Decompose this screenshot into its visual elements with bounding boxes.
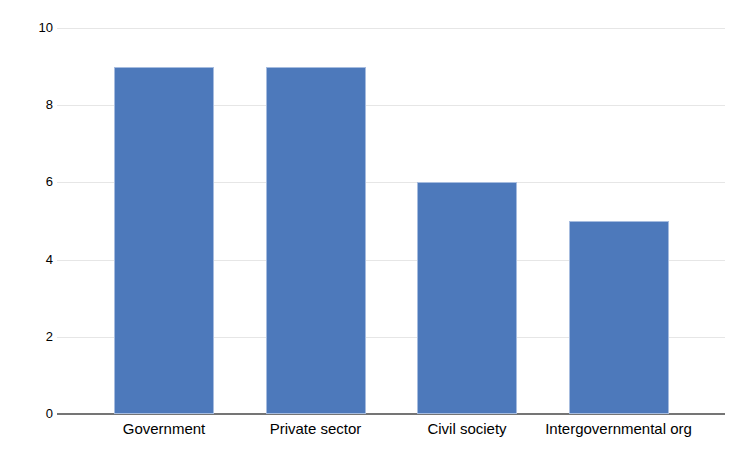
bar-intergovernmental-org bbox=[569, 221, 669, 414]
y-tick-label-2: 2 bbox=[0, 328, 53, 346]
bar-private-sector bbox=[266, 67, 366, 414]
x-category-label-government: Government bbox=[79, 419, 249, 439]
y-tick-label-8: 8 bbox=[0, 96, 53, 114]
bar-civil-society bbox=[417, 182, 517, 414]
bar-government bbox=[114, 67, 214, 414]
y-tick-label-10: 10 bbox=[0, 19, 53, 37]
x-category-label-private-sector: Private sector bbox=[231, 419, 401, 439]
y-tick-label-0: 0 bbox=[0, 405, 53, 423]
x-category-label-civil-society: Civil society bbox=[382, 419, 552, 439]
y-tick-label-6: 6 bbox=[0, 173, 53, 191]
plot-area bbox=[57, 28, 725, 414]
bar-chart: 0 2 4 6 8 10 GovernmentPrivate sectorCivil so… bbox=[0, 0, 747, 461]
x-category-label-intergovernmental-org: Intergovernmental org bbox=[534, 419, 704, 439]
gridline-10 bbox=[57, 28, 725, 29]
y-tick-label-4: 4 bbox=[0, 251, 53, 269]
